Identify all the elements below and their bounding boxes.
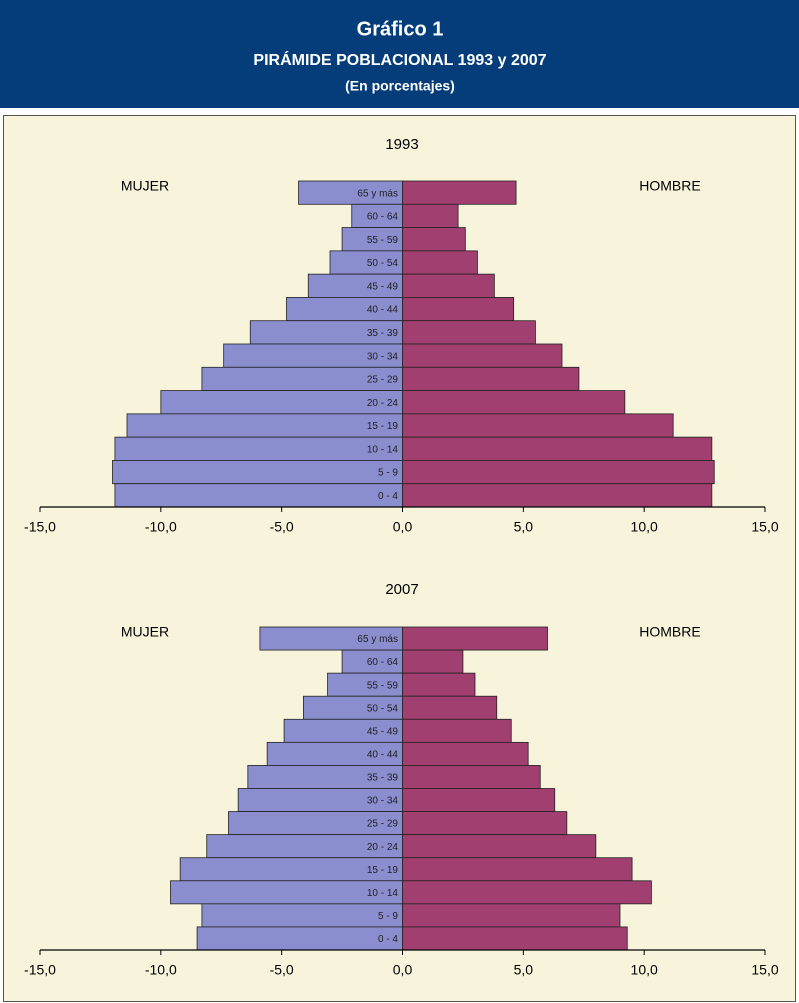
header-note: (En porcentajes) [345,78,455,94]
category-label: 50 - 54 [367,703,399,714]
bar [402,180,517,205]
x-tick-label: -5,0 [270,962,294,978]
bar [402,250,478,275]
category-label: 15 - 19 [367,865,399,876]
x-tick-label: 0,0 [393,519,413,535]
category-label: 0 - 4 [378,934,398,945]
category-label: 40 - 44 [367,750,399,761]
category-label: 40 - 44 [367,305,399,316]
bar [402,672,476,697]
bar [402,320,536,345]
bar [402,718,512,743]
category-label: 20 - 24 [367,398,399,409]
category-label: 35 - 39 [367,773,399,784]
bar [402,297,515,322]
category-label: 60 - 64 [367,657,399,668]
bar [112,460,403,485]
category-label: 35 - 39 [367,328,399,339]
series-label: MUJER [121,178,169,194]
category-label: 0 - 4 [378,491,398,502]
bar [402,857,633,882]
x-tick-label: 15,0 [751,519,778,535]
bar [402,273,495,298]
category-label: 5 - 9 [378,911,398,922]
x-tick-label: -5,0 [270,519,294,535]
chart-title: 2007 [385,581,418,598]
bar [402,227,466,252]
bar [402,834,597,859]
category-label: 30 - 34 [367,351,399,362]
bar [402,695,498,720]
category-label: 55 - 59 [367,235,399,246]
header-band [0,0,799,108]
series-label: HOMBRE [639,624,700,640]
bar [402,413,674,438]
bar [402,436,713,461]
bar [402,788,556,812]
bar [402,880,652,905]
bar [402,811,568,836]
category-label: 65 y más [357,188,398,199]
x-tick-label: 0,0 [393,962,413,978]
bar [114,483,403,508]
x-tick-label: -15,0 [24,962,56,978]
bar [402,765,541,789]
category-label: 30 - 34 [367,796,399,807]
category-label: 15 - 19 [367,421,399,432]
bar [402,366,580,391]
bar [201,903,403,928]
series-label: MUJER [121,624,169,640]
x-tick-label: -15,0 [24,519,56,535]
x-tick-label: 10,0 [631,962,658,978]
category-label: 10 - 14 [367,444,399,455]
series-label: HOMBRE [639,178,700,194]
bar [402,626,548,651]
category-label: 55 - 59 [367,680,399,691]
bar [402,649,464,674]
category-label: 5 - 9 [378,468,398,479]
x-tick-label: 5,0 [514,962,534,978]
bar [402,483,713,508]
category-label: 60 - 64 [367,212,399,223]
x-tick-label: 15,0 [751,962,778,978]
x-tick-label: 5,0 [514,519,534,535]
header-title: Gráfico 1 [357,18,444,40]
bar [196,926,403,951]
x-tick-label: -10,0 [145,962,177,978]
category-label: 25 - 29 [367,375,399,386]
category-label: 65 y más [357,634,398,645]
bar [402,741,529,766]
chart-title: 1993 [385,136,418,153]
bar [402,390,626,415]
category-label: 45 - 49 [367,281,399,292]
bar [402,926,628,951]
bar [402,343,563,368]
category-label: 25 - 29 [367,819,399,830]
category-label: 50 - 54 [367,258,399,269]
bar [402,460,715,485]
category-label: 10 - 14 [367,888,399,899]
x-tick-label: 10,0 [631,519,658,535]
category-label: 20 - 24 [367,842,399,853]
category-label: 45 - 49 [367,726,399,737]
bar [126,413,403,438]
x-tick-label: -10,0 [145,519,177,535]
bar [114,436,403,461]
header-subtitle: PIRÁMIDE POBLACIONAL 1993 y 2007 [253,50,546,69]
bar [402,203,459,228]
bar [402,903,621,928]
